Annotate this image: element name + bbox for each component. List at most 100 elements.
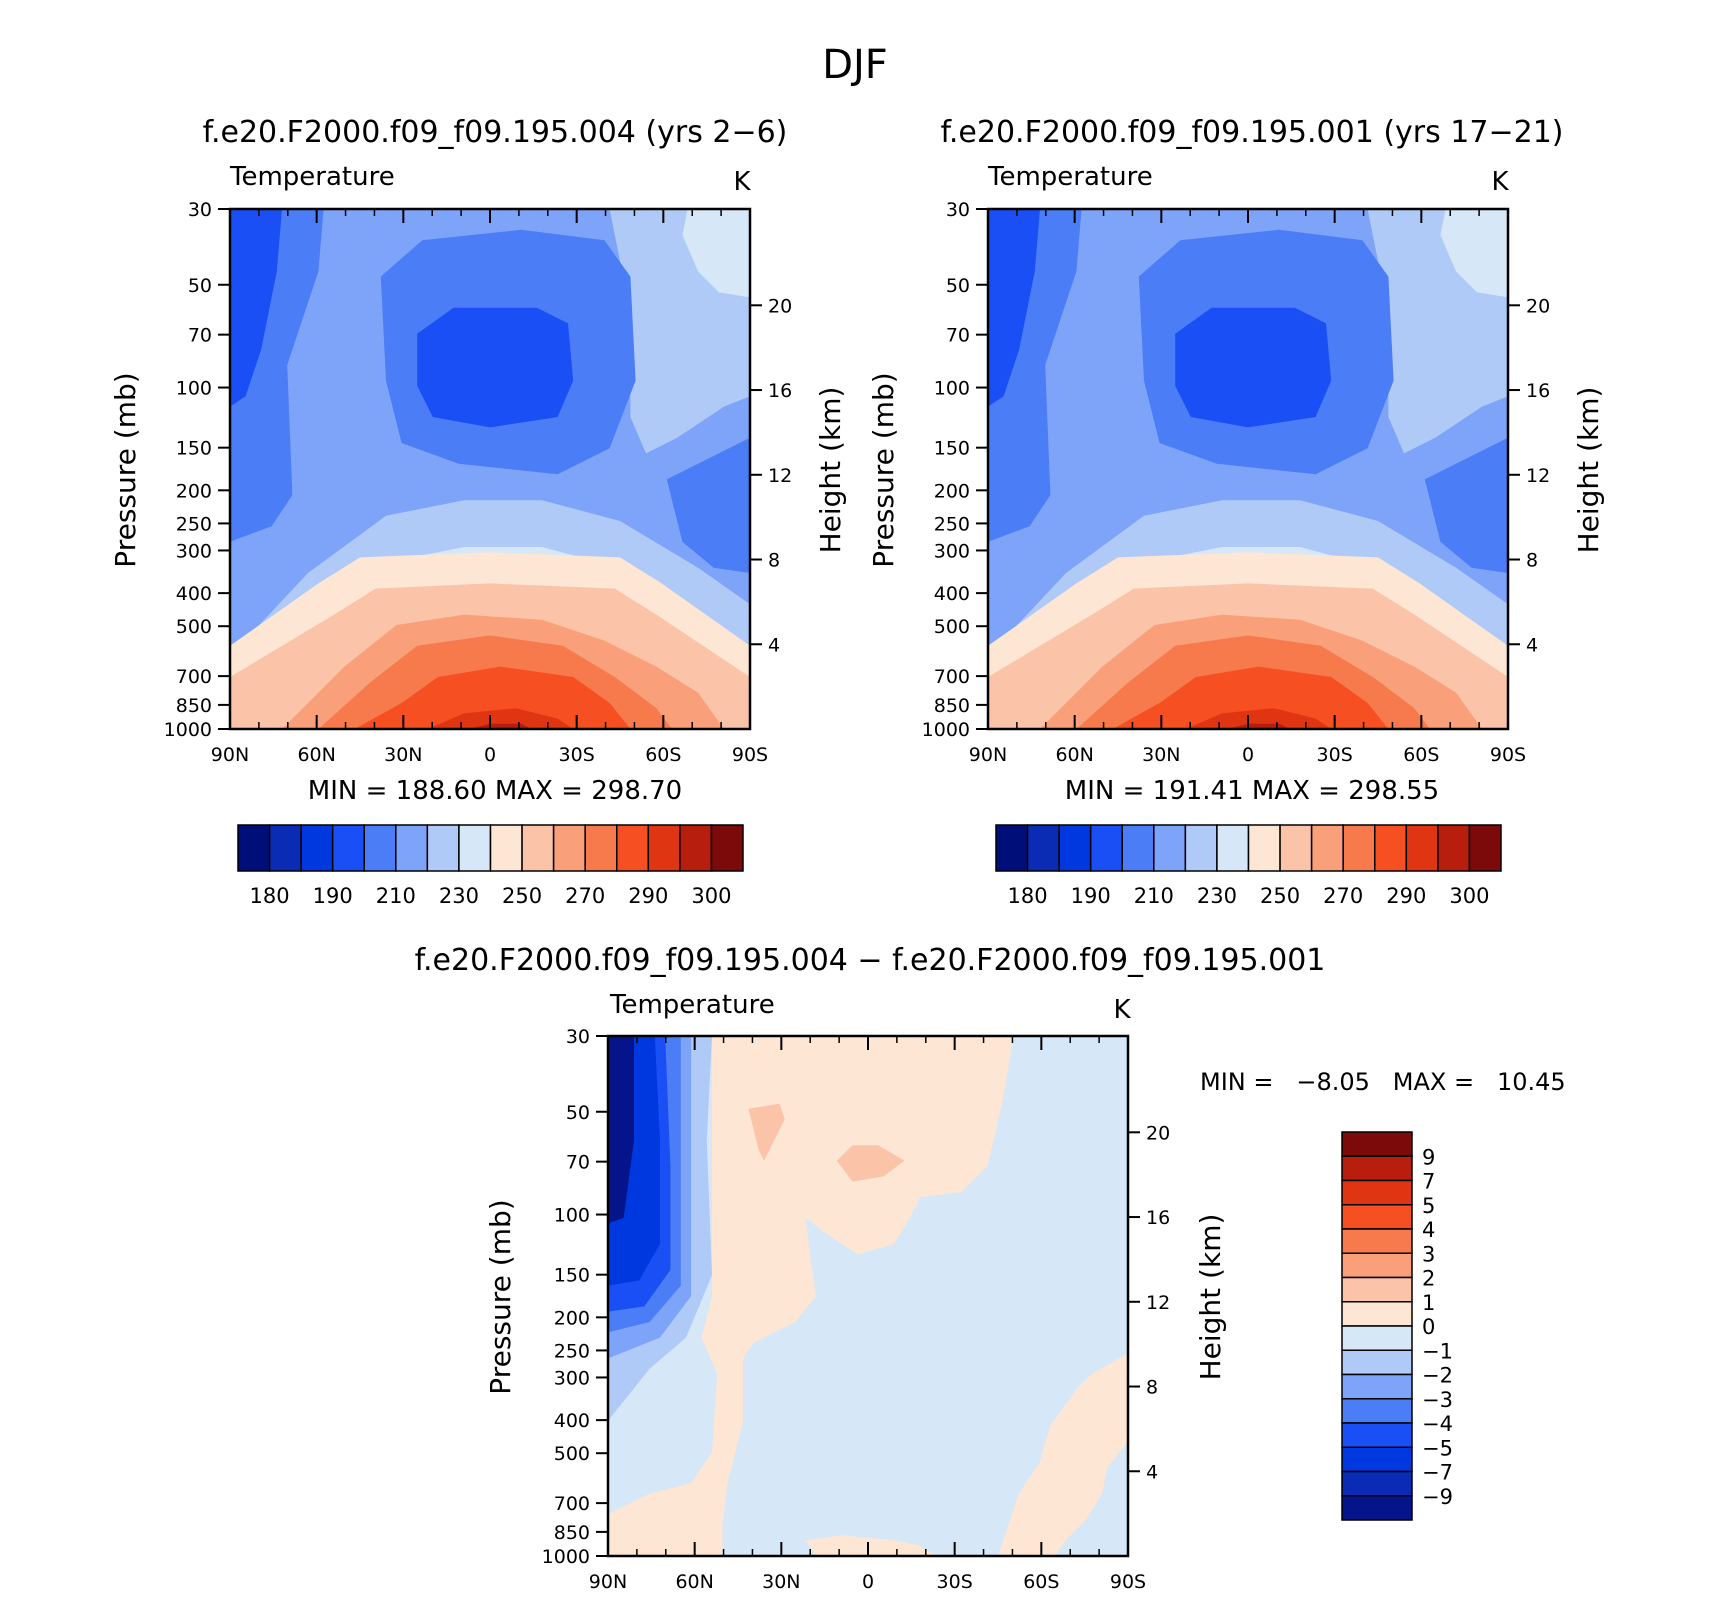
colorbar-box bbox=[1341, 1131, 1413, 1157]
colorbar-label: 1 bbox=[1422, 1291, 1435, 1315]
colorbar-box bbox=[395, 824, 429, 872]
x-tick-label: 30S bbox=[937, 1571, 973, 1593]
y2-tick-label: 20 bbox=[768, 295, 792, 317]
contour-fill bbox=[1175, 307, 1332, 428]
contour-fill bbox=[608, 1036, 634, 1224]
colorbar-box bbox=[1341, 1179, 1413, 1206]
figure-title: DJF bbox=[822, 42, 888, 88]
y2-tick-label: 16 bbox=[1526, 380, 1550, 402]
colorbar-label: −1 bbox=[1422, 1339, 1453, 1363]
y2-tick-label: 12 bbox=[768, 465, 792, 487]
variable-label: Temperature bbox=[229, 162, 395, 192]
colorbar-box bbox=[1468, 824, 1502, 872]
colorbar-box bbox=[1089, 824, 1123, 872]
x-tick-label: 0 bbox=[862, 1571, 874, 1593]
y-axis-label: Pressure (mb) bbox=[484, 1199, 517, 1394]
temperature-panel-1: f.e20.F2000.f09_f09.195.004 (yrs 2−6) Te… bbox=[109, 115, 847, 908]
colorbar-box bbox=[1374, 824, 1408, 872]
colorbar-label: 270 bbox=[565, 884, 605, 908]
y-tick-label: 500 bbox=[554, 1443, 590, 1465]
y-tick-label: 100 bbox=[934, 378, 970, 400]
y-tick-label: 400 bbox=[934, 583, 970, 605]
colorbar-box bbox=[1341, 1204, 1413, 1230]
contour-fill bbox=[354, 666, 631, 729]
colorbar-box bbox=[1058, 824, 1092, 872]
x-tick-label: 60S bbox=[1403, 744, 1439, 766]
x-tick-label: 60S bbox=[1023, 1571, 1059, 1593]
colorbar-box bbox=[679, 824, 713, 872]
contour-fill bbox=[427, 708, 574, 729]
y-tick-label: 300 bbox=[554, 1367, 590, 1389]
colorbar-label: 210 bbox=[1134, 884, 1174, 908]
y-tick-label: 200 bbox=[176, 480, 212, 502]
colorbar-label: 9 bbox=[1422, 1145, 1435, 1169]
y2-tick-label: 12 bbox=[1526, 465, 1550, 487]
contour-fill bbox=[469, 723, 532, 729]
colorbar-label: −9 bbox=[1422, 1485, 1453, 1509]
units-label: K bbox=[1491, 167, 1509, 197]
x-tick-label: 90N bbox=[211, 744, 249, 766]
y-tick-label: 250 bbox=[934, 513, 970, 535]
y-tick-label: 150 bbox=[934, 438, 970, 460]
y2-tick-label: 20 bbox=[1146, 1122, 1170, 1144]
y-tick-label: 300 bbox=[934, 540, 970, 562]
x-tick-label: 30S bbox=[559, 744, 595, 766]
y-tick-label: 150 bbox=[554, 1265, 590, 1287]
colorbar-box bbox=[1437, 824, 1471, 872]
colorbar-box bbox=[300, 824, 334, 872]
colorbar-box bbox=[1121, 824, 1155, 872]
colorbar-box bbox=[647, 824, 681, 872]
y-tick-label: 200 bbox=[934, 480, 970, 502]
y-tick-label: 50 bbox=[946, 275, 970, 297]
y2-axis-label: Height (km) bbox=[1194, 1214, 1227, 1381]
colorbar-label: −4 bbox=[1422, 1412, 1453, 1436]
colorbar-label: 210 bbox=[376, 884, 416, 908]
contour-plot: 90N 60N 30N 0 30S 60S 90S 30 50 70 100 150 200 250 300… bbox=[164, 199, 793, 766]
y-tick-label: 250 bbox=[554, 1340, 590, 1362]
units-label: K bbox=[733, 167, 751, 197]
colorbar-box bbox=[331, 824, 365, 872]
colorbar-box bbox=[426, 824, 460, 872]
colorbar-box bbox=[1341, 1228, 1413, 1254]
y-tick-label: 250 bbox=[176, 513, 212, 535]
x-tick-label: 60N bbox=[297, 744, 335, 766]
y-tick-label: 400 bbox=[176, 583, 212, 605]
y-tick-label: 850 bbox=[554, 1522, 590, 1544]
contour-plot: 90N 60N 30N 0 30S 60S 90S 30 50 70 100 150 200 250 300… bbox=[922, 199, 1551, 766]
colorbar-box bbox=[1405, 824, 1439, 872]
contour-fill bbox=[417, 307, 574, 428]
y-tick-label: 700 bbox=[934, 666, 970, 688]
y-axis-label: Pressure (mb) bbox=[109, 372, 142, 567]
colorbar-label: 180 bbox=[250, 884, 290, 908]
contour-fill bbox=[1424, 437, 1508, 573]
colorbar-box bbox=[1341, 1373, 1413, 1400]
contour-fill bbox=[1227, 723, 1290, 729]
colorbar-label: 300 bbox=[691, 884, 731, 908]
y-tick-label: 500 bbox=[176, 616, 212, 638]
colorbar-label: 2 bbox=[1422, 1267, 1435, 1291]
x-tick-label: 90S bbox=[1110, 1571, 1146, 1593]
colorbar: 180 190 210 230 250 270 290 300 bbox=[237, 824, 744, 908]
y-tick-label: 70 bbox=[566, 1152, 590, 1174]
colorbar-box bbox=[1341, 1301, 1413, 1327]
y2-tick-label: 8 bbox=[1146, 1377, 1158, 1399]
y-tick-label: 1000 bbox=[164, 719, 212, 741]
colorbar-box bbox=[1341, 1398, 1413, 1424]
contour-fills bbox=[988, 209, 1508, 729]
colorbar-box bbox=[1341, 1446, 1413, 1473]
colorbar-label: 250 bbox=[1260, 884, 1300, 908]
colorbar-box bbox=[1341, 1495, 1413, 1521]
y-tick-label: 100 bbox=[176, 378, 212, 400]
colorbar-label: 300 bbox=[1449, 884, 1489, 908]
colorbar-label: 4 bbox=[1422, 1218, 1435, 1242]
colorbar-label: 190 bbox=[313, 884, 353, 908]
y-tick-label: 1000 bbox=[922, 719, 970, 741]
contour-fills bbox=[608, 1036, 1128, 1556]
min-max-label: MIN = 191.41 MAX = 298.55 bbox=[1065, 776, 1439, 806]
colorbar-box bbox=[616, 824, 650, 872]
x-tick-label: 90S bbox=[732, 744, 768, 766]
y-tick-label: 400 bbox=[554, 1410, 590, 1432]
y-tick-label: 100 bbox=[554, 1205, 590, 1227]
colorbar-box bbox=[1279, 824, 1313, 872]
